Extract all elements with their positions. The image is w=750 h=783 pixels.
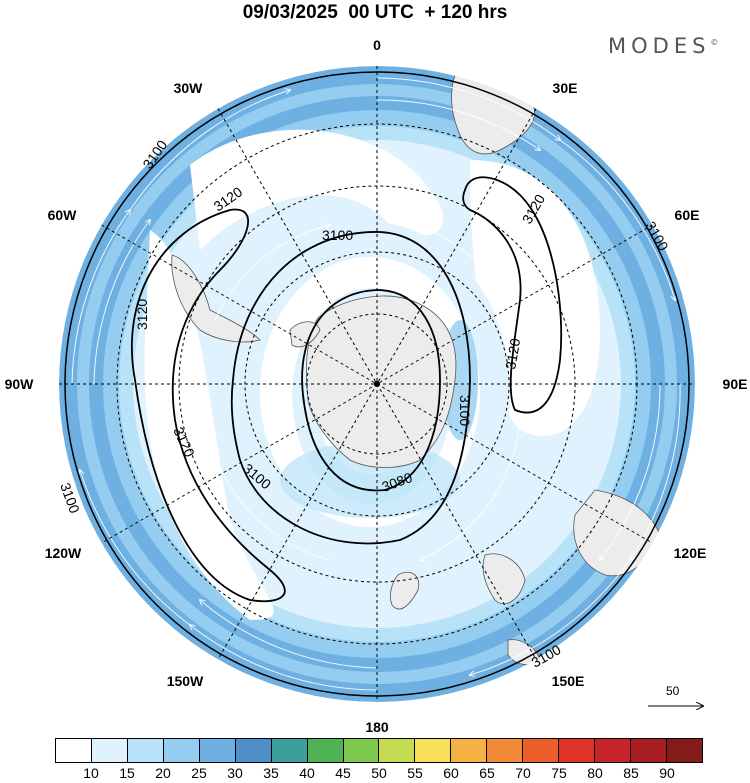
contour-label: 3120 bbox=[134, 299, 150, 330]
colorbar-cell bbox=[127, 739, 164, 762]
colorbar-cell bbox=[415, 739, 452, 762]
south-pole-marker bbox=[374, 381, 380, 387]
colorbar-cell bbox=[91, 739, 128, 762]
lon-label-60e: 60E bbox=[675, 207, 700, 223]
lon-label-30w: 30W bbox=[174, 80, 204, 96]
colorbar-cell bbox=[307, 739, 344, 762]
colorbar-tick-label: 10 bbox=[83, 765, 99, 781]
colorbar-tick-label: 35 bbox=[263, 765, 279, 781]
colorbar-cell bbox=[487, 739, 524, 762]
colorbar-cell bbox=[379, 739, 416, 762]
wind-vectors bbox=[71, 77, 681, 691]
colorbar bbox=[55, 738, 703, 763]
lon-label-60w: 60W bbox=[48, 207, 78, 223]
colorbar-cell bbox=[559, 739, 596, 762]
brand-text: MODES bbox=[608, 34, 711, 58]
lon-label-150w: 150W bbox=[167, 673, 204, 689]
colorbar-cell bbox=[451, 739, 488, 762]
colorbar-cell bbox=[631, 739, 667, 762]
lon-label-0: 0 bbox=[373, 37, 381, 53]
colorbar-tick-label: 25 bbox=[191, 765, 207, 781]
modes-logo: MODES© bbox=[608, 34, 718, 58]
lon-label-90w: 90W bbox=[5, 376, 35, 392]
colorbar-cell bbox=[199, 739, 236, 762]
colorbar-tick-label: 75 bbox=[551, 765, 567, 781]
colorbar-cell bbox=[523, 739, 560, 762]
contour-label: 3120 bbox=[502, 337, 523, 371]
contour-label: 3100 bbox=[457, 395, 473, 426]
lon-label-150e: 150E bbox=[552, 673, 585, 689]
colorbar-tick-label: 55 bbox=[407, 765, 423, 781]
colorbar-cell bbox=[595, 739, 631, 762]
contour-label: 3100 bbox=[322, 227, 353, 243]
colorbar-cell bbox=[271, 739, 308, 762]
colorbar-cell bbox=[235, 739, 272, 762]
lon-label-120e: 120E bbox=[674, 545, 707, 561]
lon-label-90e: 90E bbox=[723, 376, 748, 392]
colorbar-tick-label: 15 bbox=[119, 765, 135, 781]
colorbar-tick-label: 80 bbox=[587, 765, 603, 781]
colorbar-tick-label: 30 bbox=[227, 765, 243, 781]
map-title: 09/03/2025 00 UTC + 120 hrs bbox=[242, 2, 508, 23]
colorbar-tick-label: 70 bbox=[515, 765, 531, 781]
colorbar-cell bbox=[56, 739, 92, 762]
colorbar-tick-label: 50 bbox=[371, 765, 387, 781]
brand-mark: © bbox=[710, 38, 719, 47]
height-contours bbox=[64, 71, 690, 697]
reference-vector-label: 50 bbox=[666, 684, 680, 698]
lon-label-30e: 30E bbox=[553, 80, 578, 96]
colorbar-tick-label: 60 bbox=[443, 765, 459, 781]
colorbar-tick-label: 65 bbox=[479, 765, 495, 781]
colorbar-cell bbox=[163, 739, 200, 762]
colorbar-tick-label: 90 bbox=[659, 765, 675, 781]
colorbar-ticks: 10 15 20 25 30 35 40 45 50 55 60 65 70 75 80 85 90 bbox=[55, 765, 703, 783]
colorbar-tick-label: 40 bbox=[299, 765, 315, 781]
longitude-labels: 0 30E 60E 90E 120E 150E 180 150W 120W 90… bbox=[5, 37, 748, 735]
lon-label-120w: 120W bbox=[45, 545, 82, 561]
colorbar-tick-label: 45 bbox=[335, 765, 351, 781]
colorbar-tick-label: 20 bbox=[155, 765, 171, 781]
lon-label-180: 180 bbox=[365, 719, 389, 735]
colorbar-tick-label: 85 bbox=[623, 765, 639, 781]
colorbar-cell bbox=[343, 739, 380, 762]
colorbar-cell bbox=[666, 739, 702, 762]
